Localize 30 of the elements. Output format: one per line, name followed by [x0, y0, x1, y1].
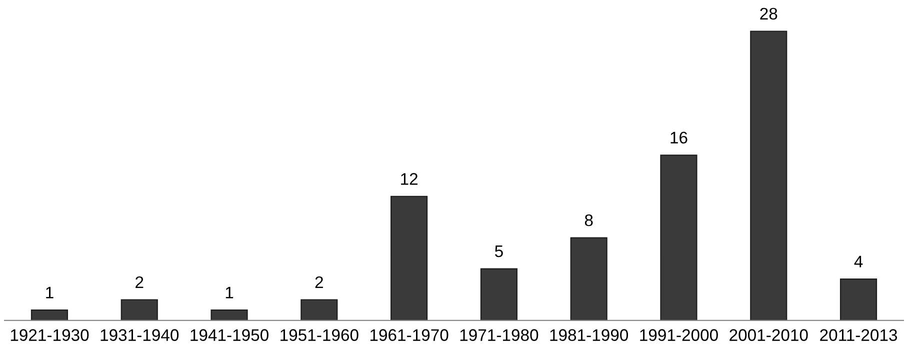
bar — [480, 268, 518, 320]
data-label: 4 — [854, 256, 863, 268]
x-tick-label: 2011-2013 — [820, 329, 898, 341]
bar — [570, 237, 608, 320]
x-tick-label: 1931-1940 — [100, 329, 179, 341]
data-label: 1 — [226, 286, 234, 298]
data-label: 28 — [760, 8, 778, 20]
bar — [210, 310, 248, 320]
bar — [840, 278, 878, 320]
x-tick-label: 1961-1970 — [370, 329, 448, 341]
bar — [750, 30, 788, 320]
bar — [300, 299, 338, 320]
bar — [390, 196, 428, 320]
bar — [30, 310, 68, 320]
data-label: 2 — [136, 276, 144, 288]
data-label: 12 — [401, 173, 418, 185]
x-tick-label: 1951-1960 — [280, 329, 358, 341]
x-tick-label: 1991-2000 — [640, 329, 718, 341]
x-tick-label: 1971-1980 — [460, 329, 538, 341]
x-tick-label: 1921-1930 — [10, 329, 89, 341]
data-label: 16 — [670, 132, 688, 144]
x-tick-label: 1981-1990 — [550, 329, 628, 341]
data-label: 8 — [584, 214, 593, 226]
data-label: 5 — [494, 246, 503, 258]
data-label: 2 — [315, 276, 323, 288]
bar — [120, 299, 158, 320]
bar — [660, 154, 698, 320]
data-label: 1 — [46, 286, 54, 298]
x-tick-label: 1941-1950 — [190, 329, 268, 341]
x-tick-label: 2001-2010 — [730, 329, 808, 341]
